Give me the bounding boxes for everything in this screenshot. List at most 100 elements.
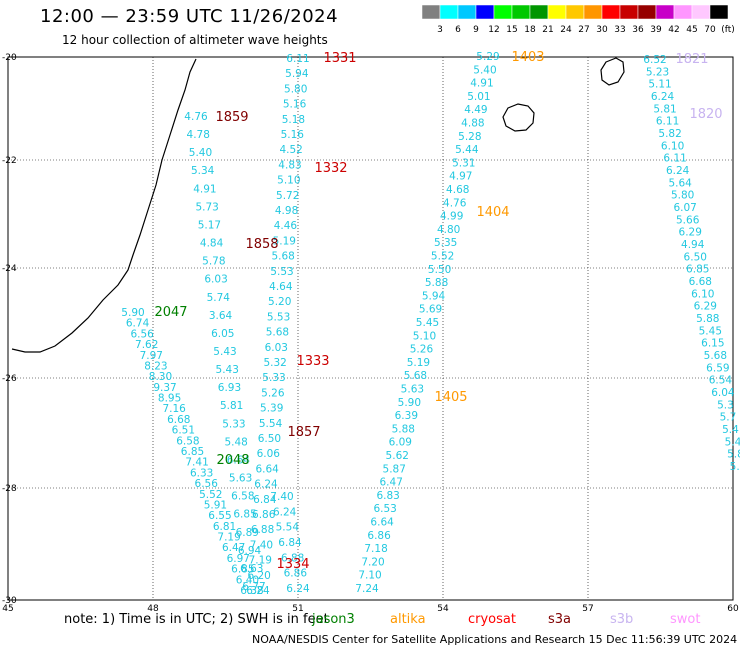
scale-swatch [511,4,531,20]
wave-height-value: 4.68 [446,184,469,196]
wave-height-value: 6.68 [167,414,190,426]
pass-label: 1857 [287,425,320,440]
scale-label: 21 [542,25,553,35]
wave-height-value: 6.63 [240,563,263,575]
wave-height-value: 6.64 [255,463,279,475]
wave-height-value: 5.33 [262,372,285,384]
wave-height-value: 6.84 [253,494,277,506]
legend-cryosat: cryosat [468,612,516,627]
scale-label: 27 [578,25,589,35]
wave-height-value: 5.94 [285,68,309,80]
pass-label: 1820 [689,107,722,122]
wave-height-value: 5.45 [416,317,439,329]
wave-height-value: 5.40 [189,147,212,159]
wave-height-value: 5.88 [392,423,415,435]
wave-height-value: 6.86 [252,509,276,521]
wave-height-value: 6.24 [254,479,278,491]
wave-height-value: 6.15 [701,338,724,350]
wave-height-value: 4.46 [274,220,298,232]
wave-height-value: 6.33 [190,467,213,479]
scale-swatch [493,4,513,20]
wave-height-value: 5.80 [284,83,307,95]
wave-height-value: 4.91 [470,78,493,90]
lon-label: 60 [727,604,739,614]
wave-height-value: 5.88 [425,277,448,289]
wave-height-value: 6.11 [663,153,686,165]
wave-height-value: 4.91 [193,183,216,195]
wave-height-value: 7.20 [361,556,384,568]
wave-height-value: 5.20 [268,296,291,308]
wave-height-value: 6.07 [673,202,696,214]
wave-height-value: 5.88 [696,313,719,325]
wave-height-value: 6.85 [233,509,256,521]
wave-height-value: 5.90 [121,307,144,319]
wave-height-value: 5.90 [398,397,421,409]
reunion-island [502,103,535,132]
pass-label: 1858 [245,237,278,252]
wave-height-value: 6.85 [686,264,709,276]
wave-height-value: 5.66 [676,214,700,226]
wave-height-value: 5.44 [455,144,479,156]
wave-height-value: 6.24 [286,583,310,595]
pass-label: 1405 [434,390,467,405]
wave-height-value: 6.85 [231,564,254,576]
wave-height-value: 5.10 [413,330,436,342]
wave-height-value: 5.54 [259,418,283,430]
lat-label: -20 [2,53,17,63]
wave-height-value: 5.63 [401,384,424,396]
wave-height-value: 6.81 [213,521,236,533]
scale-swatch [601,4,621,20]
lon-label: 57 [582,604,593,614]
wave-height-value: 6.10 [691,288,714,300]
scale-label: 24 [560,25,572,35]
wave-height-value: 4.80 [437,224,460,236]
scale-swatch [583,4,603,20]
pass-label: 2048 [216,453,249,468]
wave-height-value: 5.64 [668,177,692,189]
wave-height-value: 5.26 [261,387,285,399]
wave-height-value: 5.69 [419,304,442,316]
lon-label: 54 [437,604,449,614]
wave-height-value: 5.54 [276,522,300,534]
wave-height-value: 5.81 [220,400,243,412]
wave-height-value: 5.63 [229,473,252,485]
wave-height-value: 5.7 [720,412,737,424]
wave-height-value: 6.59 [706,362,729,374]
wave-height-value: 6.47 [222,542,245,554]
wave-height-value: 5.16 [281,129,305,141]
wave-height-value: 6.58 [231,491,254,503]
wave-height-value: 5.53 [270,266,293,278]
scale-label: 36 [632,25,644,35]
wave-height-value: 5.78 [202,256,225,268]
wave-height-value: 6.68 [689,276,712,288]
wave-height-value: 6.50 [258,433,281,445]
wave-height-value: 7.19 [217,532,240,544]
wave-height-value: 6.03 [265,342,288,354]
wave-height-value: 6.54 [709,375,733,387]
wave-height-value: 7.97 [140,350,163,362]
scale-label: 6 [455,25,461,35]
scale-label: 70 [704,25,716,35]
scale-label: 3 [437,25,443,35]
wave-height-value: 6.97 [227,553,250,565]
wave-height-value: 5.32 [263,357,286,369]
wave-height-value: 6.38 [240,585,263,597]
wave-height-value: 5.73 [195,201,218,213]
wave-height-value: 8.95 [158,393,181,405]
wave-height-value: 5.82 [658,128,681,140]
wave-height-value: 7.40 [250,539,273,551]
wave-height-value: 4.98 [275,205,298,217]
wave-height-value: 6.56 [195,478,219,490]
wave-height-value: 8.30 [149,371,172,383]
wave-height-value: 5.01 [467,91,490,103]
wave-height-value: 5.5 [730,461,740,473]
wave-height-value: 4.52 [279,144,302,156]
legend-s3b: s3b [610,612,634,627]
wave-height-value: 6.56 [130,328,154,340]
wave-height-value: 5.23 [646,66,669,78]
wave-height-value: 6.51 [172,425,195,437]
scale-swatch [655,4,675,20]
wave-height-value: 5.50 [428,264,451,276]
wave-height-value: 6.20 [247,570,270,582]
wave-height-value: 5.68 [271,251,294,263]
